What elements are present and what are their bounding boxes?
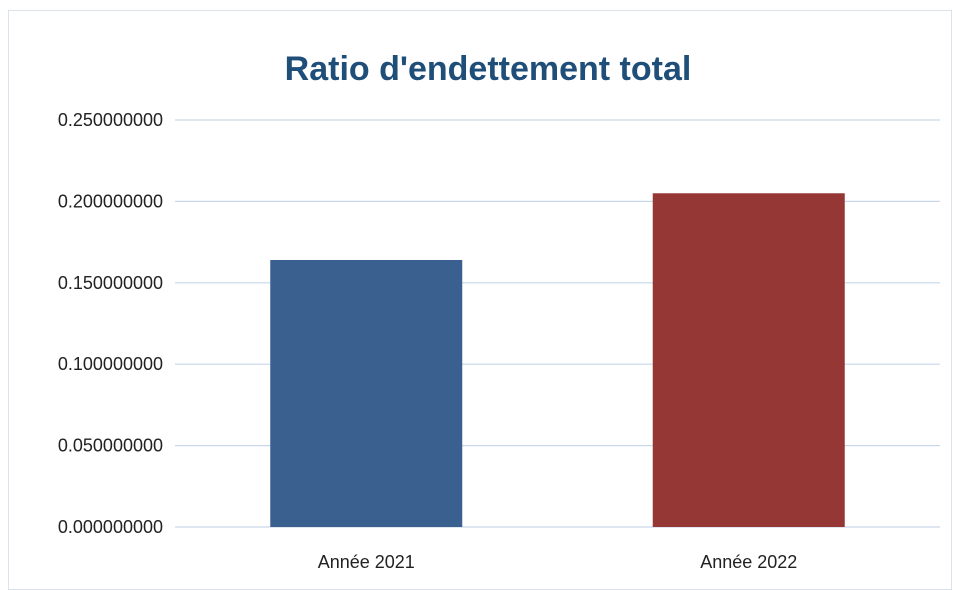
- bar-1: [270, 260, 463, 527]
- y-tick-label: 0.250000000: [58, 110, 163, 130]
- x-tick-label: Année 2022: [700, 552, 797, 572]
- y-axis-ticks: 0.000000000 0.050000000 0.100000000 0.15000…: [58, 110, 163, 537]
- y-tick-label: 0.050000000: [58, 436, 163, 456]
- y-tick-label: 0.150000000: [58, 273, 163, 293]
- bar-2: [652, 193, 845, 527]
- chart-title: Ratio d'endettement total: [285, 50, 692, 88]
- x-axis-ticks: Année 2021 Année 2022: [318, 552, 798, 572]
- y-tick-label: 0.200000000: [58, 191, 163, 211]
- y-tick-label: 0.100000000: [58, 354, 163, 374]
- y-tick-label: 0.000000000: [58, 517, 163, 537]
- bars: [270, 193, 845, 527]
- x-tick-label: Année 2021: [318, 552, 415, 572]
